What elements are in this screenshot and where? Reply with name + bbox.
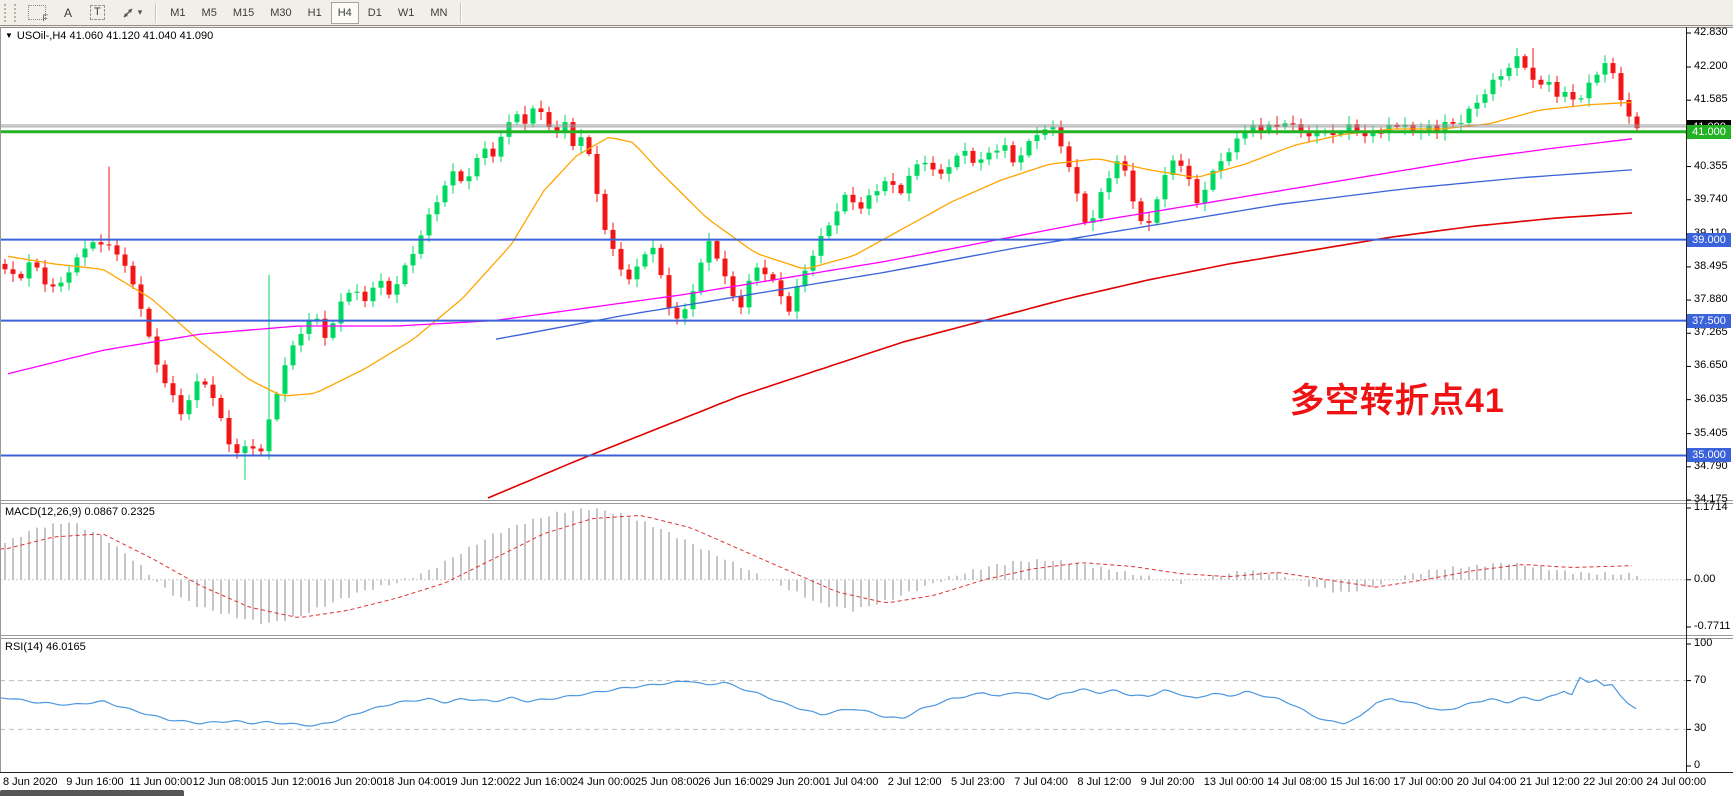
grid-f-icon: F [28, 5, 48, 23]
timeframe-d1[interactable]: D1 [361, 2, 389, 24]
level-label-37.500: 37.500 [1687, 313, 1731, 328]
price-tick-39.740: 39.740 [1694, 192, 1728, 205]
timeframe-w1[interactable]: W1 [391, 2, 422, 24]
toolbar: F A T ▾ M1 M5 M15 M30 H1 H4 D1 W1 MN [0, 0, 1733, 26]
time-label: 14 Jul 08:00 [1267, 776, 1327, 788]
price-tick-37.265: 37.265 [1694, 326, 1728, 339]
ma-slowest-red [487, 212, 1633, 499]
price-tick-34.175: 34.175 [1694, 493, 1728, 505]
time-label: 9 Jun 16:00 [66, 776, 124, 788]
timeframe-mn[interactable]: MN [423, 2, 454, 24]
arrows-tool-button[interactable]: ▾ [114, 2, 150, 24]
price-tick-42.200: 42.200 [1694, 59, 1728, 72]
timeframe-m15[interactable]: M15 [226, 2, 261, 24]
timeframe-h4[interactable]: H4 [330, 1, 359, 24]
text-label-tool-button[interactable]: T [83, 2, 112, 24]
time-label: 25 Jun 08:00 [635, 776, 699, 788]
time-label: 7 Jul 04:00 [1014, 776, 1069, 788]
symbol-ohlc: 41.060 41.120 41.040 41.090 [69, 30, 214, 42]
price-tick-37.880: 37.880 [1694, 293, 1728, 306]
dropdown-caret-icon: ▾ [137, 7, 143, 17]
time-label: 15 Jul 16:00 [1330, 776, 1391, 788]
price-tick-36.650: 36.650 [1694, 359, 1728, 372]
price-tick-36.035: 36.035 [1694, 392, 1728, 405]
toolbar-separator-2 [460, 2, 463, 23]
level-label-41.000: 41.000 [1687, 124, 1731, 139]
timeframe-group: M1 M5 M15 M30 H1 H4 D1 W1 MN [162, 1, 455, 24]
price-tick-42.830: 42.830 [1694, 26, 1728, 38]
symbol-header: ▼ USOil-,H4 41.060 41.120 41.040 41.090 [5, 30, 213, 42]
text-a-icon: A [63, 5, 72, 20]
time-label: 29 Jun 20:00 [761, 776, 826, 788]
ma-slow-blue [495, 169, 1633, 340]
arrows-icon [123, 8, 133, 17]
price-tick-41.585: 41.585 [1694, 93, 1728, 106]
macd-axis-0.00: 0.00 [1694, 572, 1716, 585]
time-label: 5 Jul 23:00 [951, 776, 1005, 788]
rsi-axis-0: 0 [1694, 759, 1701, 771]
level-label-39.000: 39.000 [1687, 232, 1731, 247]
macd-histogram [4, 508, 1638, 625]
rsi-axis-70: 70 [1694, 673, 1707, 686]
toolbar-separator [155, 2, 158, 23]
time-axis[interactable]: 8 Jun 2020 9 Jun 16:00 11 Jun 00:00 12 Jun … [0, 773, 1733, 790]
macd-axis-1.1714: 1.1714 [1694, 501, 1728, 513]
candlestick-layer [2, 48, 1640, 480]
time-label: 18 Jun 04:00 [382, 776, 446, 788]
timeframe-h1[interactable]: H1 [301, 2, 329, 24]
time-label: 20 Jul 04:00 [1456, 776, 1517, 788]
symbol-dropdown-icon[interactable]: ▼ [5, 31, 13, 40]
price-tick-35.405: 35.405 [1694, 426, 1728, 439]
price-tick-34.790: 34.790 [1694, 459, 1728, 472]
time-label: 13 Jul 00:00 [1203, 776, 1264, 788]
symbol-name: USOil-,H4 [16, 30, 67, 42]
grid-f-tool-button[interactable]: F [21, 2, 53, 24]
price-tick-38.495: 38.495 [1694, 259, 1728, 272]
rsi-label: RSI(14) 46.0165 [5, 641, 86, 653]
time-label: 26 Jun 16:00 [698, 776, 762, 788]
time-label: 22 Jun 16:00 [508, 776, 573, 788]
timeframe-m5[interactable]: M5 [195, 2, 224, 24]
rsi-line [0, 676, 1637, 727]
price-axis[interactable]: 42.83042.20041.58540.97040.35539.74039.1… [1686, 26, 1733, 773]
time-label: 2 Jul 12:00 [887, 776, 942, 788]
time-label: 1 Jul 04:00 [824, 776, 879, 788]
time-label: 9 Jul 20:00 [1140, 776, 1195, 788]
chart-window[interactable]: ▼ USOil-,H4 41.060 41.120 41.040 41.090 M… [0, 26, 1733, 796]
timeframe-m1[interactable]: M1 [163, 2, 192, 24]
time-label: 12 Jun 08:00 [192, 776, 257, 788]
time-label: 8 Jul 12:00 [1077, 776, 1132, 788]
chart-tab-strip[interactable] [0, 790, 184, 796]
time-label: 24 Jul 00:00 [1646, 776, 1707, 788]
chart-canvas [0, 27, 1733, 773]
time-label: 17 Jul 00:00 [1393, 776, 1454, 788]
price-tick-40.355: 40.355 [1694, 159, 1728, 172]
text-label-icon: T [90, 5, 105, 20]
macd-label: MACD(12,26,9) 0.0867 0.2325 [5, 506, 155, 518]
rsi-axis-30: 30 [1694, 722, 1707, 735]
time-label: 19 Jun 12:00 [445, 776, 510, 788]
time-label: 22 Jul 20:00 [1583, 776, 1643, 788]
time-label: 21 Jul 12:00 [1519, 776, 1580, 788]
chart-annotation: 多空转折点41 [1290, 382, 1505, 420]
toolbar-grip[interactable] [4, 3, 16, 22]
time-label: 15 Jun 12:00 [255, 776, 320, 788]
time-label: 16 Jun 20:00 [319, 776, 383, 788]
text-a-tool-button[interactable]: A [55, 2, 81, 24]
ma-mid-magenta [7, 138, 1633, 375]
rsi-axis-100: 100 [1694, 637, 1713, 649]
time-label: 8 Jun 2020 [3, 776, 58, 788]
time-label: 11 Jun 00:00 [129, 776, 193, 788]
level-label-35.000: 35.000 [1687, 448, 1731, 463]
timeframe-m30[interactable]: M30 [263, 2, 298, 24]
time-label: 24 Jun 00:00 [571, 776, 636, 788]
macd-axis--0.7711: -0.7711 [1694, 620, 1731, 632]
